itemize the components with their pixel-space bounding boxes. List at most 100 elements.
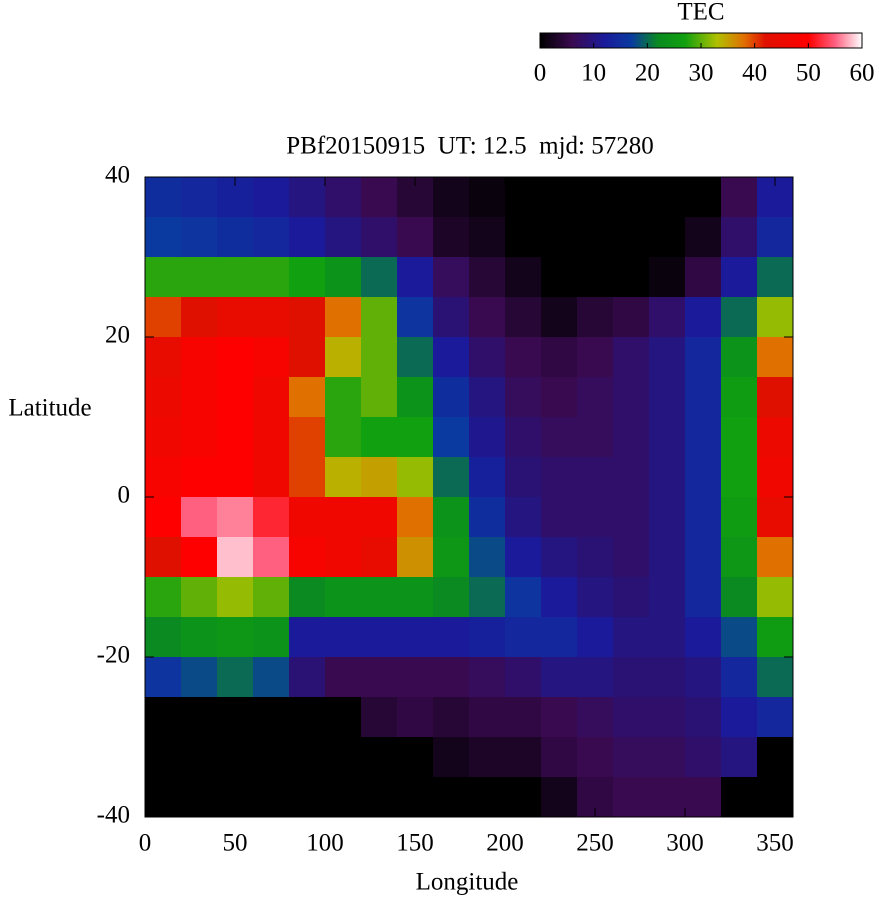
heatmap-cell: [145, 777, 182, 818]
heatmap-cell: [685, 617, 722, 658]
heatmap-cell: [145, 457, 182, 498]
heatmap-cell: [397, 297, 434, 338]
x-axis-label: Longitude: [416, 869, 519, 896]
y-tick-label: 20: [105, 322, 130, 349]
heatmap-cell: [217, 577, 254, 618]
heatmap-cell: [145, 217, 182, 258]
heatmap-cell: [325, 177, 362, 218]
heatmap-cell: [397, 497, 434, 538]
heatmap-cell: [685, 297, 722, 338]
heatmap-cell: [613, 177, 650, 218]
heatmap-cell: [361, 777, 398, 818]
heatmap-cell: [361, 417, 398, 458]
heatmap-cell: [757, 457, 794, 498]
heatmap-cell: [397, 417, 434, 458]
heatmap-cell: [397, 657, 434, 698]
heatmap-cell: [757, 537, 794, 578]
heatmap-cell: [613, 577, 650, 618]
heatmap-cell: [541, 737, 578, 778]
heatmap-cell: [541, 497, 578, 538]
heatmap-cell: [145, 697, 182, 738]
heatmap-cell: [181, 297, 218, 338]
heatmap-cell: [613, 297, 650, 338]
heatmap-cell: [721, 177, 758, 218]
heatmap-cell: [325, 497, 362, 538]
heatmap-cell: [181, 617, 218, 658]
heatmap-cell: [469, 217, 506, 258]
heatmap-cell: [181, 657, 218, 698]
heatmap-cell: [685, 657, 722, 698]
heatmap-cell: [145, 257, 182, 298]
heatmap-cell: [757, 617, 794, 658]
heatmap-cell: [505, 417, 542, 458]
heatmap-cell: [649, 337, 686, 378]
heatmap-cell: [289, 657, 326, 698]
heatmap-cell: [613, 377, 650, 418]
heatmap-cell: [325, 537, 362, 578]
heatmap-cell: [685, 457, 722, 498]
heatmap-cell: [181, 577, 218, 618]
heatmap-cell: [505, 537, 542, 578]
heatmap-cell: [217, 697, 254, 738]
heatmap-cell: [649, 257, 686, 298]
heatmap-cell: [469, 657, 506, 698]
y-tick-label: -20: [97, 642, 130, 669]
heatmap-cell: [217, 617, 254, 658]
heatmap-cell: [649, 617, 686, 658]
heatmap-cell: [649, 177, 686, 218]
y-tick-label: 40: [105, 162, 130, 189]
heatmap-cell: [397, 337, 434, 378]
x-tick-label: 0: [139, 830, 152, 857]
heatmap-cell: [361, 257, 398, 298]
heatmap-cell: [721, 777, 758, 818]
heatmap-cell: [253, 377, 290, 418]
heatmap-cell: [577, 297, 614, 338]
heatmap-cell: [361, 537, 398, 578]
x-tick-label: 200: [486, 830, 524, 857]
heatmap-cell: [577, 257, 614, 298]
heatmap-cell: [469, 337, 506, 378]
heatmap-cell: [721, 537, 758, 578]
heatmap-cell: [469, 617, 506, 658]
heatmap-cell: [433, 337, 470, 378]
heatmap-cell: [289, 457, 326, 498]
heatmap-cell: [541, 337, 578, 378]
heatmap-cell: [397, 737, 434, 778]
heatmap-cell: [181, 697, 218, 738]
heatmap-cell: [361, 657, 398, 698]
heatmap-cell: [757, 377, 794, 418]
heatmap-cell: [361, 617, 398, 658]
heatmap-cell: [181, 417, 218, 458]
heatmap-cell: [433, 297, 470, 338]
heatmap-cell: [289, 297, 326, 338]
heatmap-cell: [685, 177, 722, 218]
heatmap-cell: [649, 777, 686, 818]
heatmap-cell: [325, 777, 362, 818]
colorbar-tick-label: 50: [796, 60, 821, 87]
heatmap-cell: [757, 337, 794, 378]
heatmap-cell: [577, 617, 614, 658]
heatmap-cell: [649, 297, 686, 338]
heatmap-cell: [469, 737, 506, 778]
heatmap-cell: [469, 457, 506, 498]
heatmap-cell: [649, 737, 686, 778]
heatmap-cell: [181, 497, 218, 538]
heatmap-cell: [217, 337, 254, 378]
heatmap-cell: [541, 617, 578, 658]
heatmap-cell: [649, 657, 686, 698]
heatmap-cell: [325, 337, 362, 378]
heatmap-cell: [577, 577, 614, 618]
heatmap-cell: [469, 497, 506, 538]
heatmap-cell: [649, 457, 686, 498]
heatmap-cell: [469, 177, 506, 218]
heatmap-cell: [577, 217, 614, 258]
heatmap-cell: [577, 737, 614, 778]
heatmap-cell: [505, 737, 542, 778]
heatmap-cell: [721, 337, 758, 378]
heatmap-cell: [253, 657, 290, 698]
heatmap-cell: [433, 537, 470, 578]
heatmap-cell: [649, 497, 686, 538]
heatmap-cell: [469, 257, 506, 298]
heatmap-cell: [325, 577, 362, 618]
heatmap-cell: [505, 777, 542, 818]
